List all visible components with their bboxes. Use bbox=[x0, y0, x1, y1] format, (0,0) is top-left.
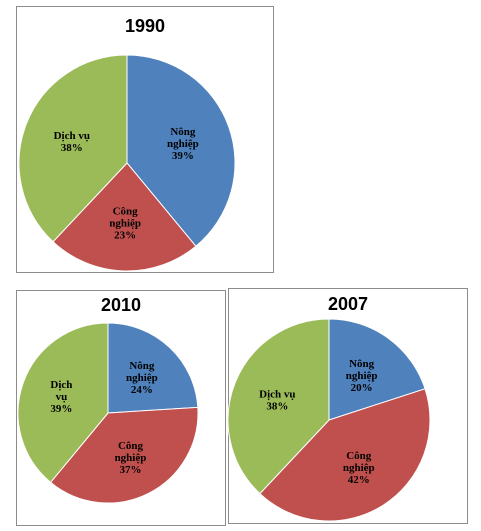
slice-label: Công nghiệp 23% bbox=[109, 205, 141, 241]
pie-chart-2007: Nông nghiệp 20% Công nghiệp 42% Dịch vụ 38% bbox=[227, 318, 431, 522]
pie-slice bbox=[227, 318, 330, 495]
chart-title: 2007 bbox=[327, 294, 369, 314]
slice-label: Dịch vụ 39% bbox=[50, 379, 72, 415]
chart-panel-1990: 1990 Nông nghiệp 39% Công nghiệp 23% Dịch vụ 38… bbox=[16, 6, 274, 273]
pie-slice bbox=[107, 322, 199, 414]
slice-label: Dịch vụ 38% bbox=[54, 130, 90, 154]
pie-slice bbox=[18, 54, 128, 243]
slice-label: Dịch vụ 38% bbox=[259, 389, 295, 413]
pie-slice bbox=[52, 162, 197, 272]
slice-label: Nông nghiệp 20% bbox=[346, 358, 378, 394]
pie-slice bbox=[126, 54, 236, 247]
chart-panel-2007: 2007 Nông nghiệp 20% Công nghiệp 42% Dịch vụ 38… bbox=[227, 288, 468, 524]
pie-chart-2010: Nông nghiệp 24% Công nghiệp 37% Dịch vụ 39% bbox=[17, 322, 199, 504]
slice-label: Nông nghiệp 24% bbox=[126, 360, 158, 396]
pie-slice bbox=[17, 322, 109, 484]
chart-panel-2010: 2010 Nông nghiệp 24% Công nghiệp 37% Dịch vụ 39% bbox=[16, 290, 226, 526]
slice-label: Nông nghiệp 39% bbox=[167, 126, 199, 162]
pie-chart-1990: Nông nghiệp 39% Công nghiệp 23% Dịch vụ 38% bbox=[18, 54, 236, 272]
chart-title: 2010 bbox=[100, 295, 142, 315]
slice-label: Công nghiệp 42% bbox=[343, 450, 375, 486]
chart-title: 1990 bbox=[124, 16, 166, 36]
pie-slice bbox=[49, 406, 199, 504]
pie-slice bbox=[328, 318, 426, 421]
slice-label: Công nghiệp 37% bbox=[115, 440, 147, 476]
pie-slice bbox=[259, 388, 431, 522]
